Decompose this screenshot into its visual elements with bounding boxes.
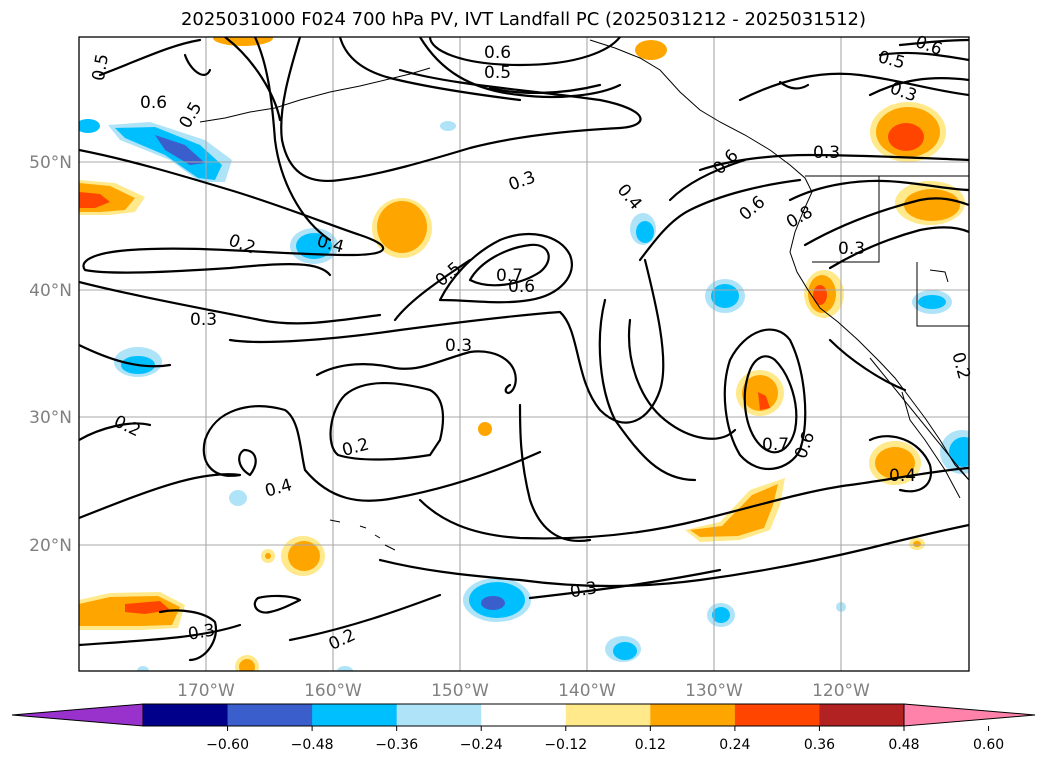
colorbar-tick-label: 0.60 [973,737,1004,753]
pv-contours [79,37,969,662]
map-title: 2025031000 F024 700 hPa PV, IVT Landfall… [180,9,867,30]
contour-label: 0.5 [484,63,511,83]
contour-label: 0.7 [496,266,523,286]
colorbar-tick-label: 0.48 [888,737,919,753]
colorbar-bin [143,704,229,726]
lat-label: 20°N [29,536,72,556]
contour-label: 0.7 [762,435,789,455]
contour-label: 0.3 [190,310,217,330]
colorbar-tick-label: −0.36 [375,737,418,753]
colorbar-bin [819,704,905,726]
colorbar-tick-label: 0.24 [719,737,750,753]
colorbar-extend-high [903,703,1036,727]
contour-label: 0.3 [445,336,472,356]
contour-label: 0.6 [508,277,535,297]
colorbar-tick-label: −0.12 [544,737,587,753]
contour-label: 0.3 [568,578,598,602]
longitude-labels: 170°W 160°W 150°W 140°W 130°W 120°W [177,681,870,701]
colorbar-extend-low [11,703,144,727]
lon-label: 140°W [558,681,616,701]
colorbar-bin [227,704,313,726]
colorbar-bin [650,704,736,726]
gridlines [79,37,969,671]
latitude-labels: 50°N 40°N 30°N 20°N [29,153,72,556]
colorbar-tick-label: 0.12 [635,737,666,753]
contour-label: 0.3 [813,143,840,163]
contour-label: 0.3 [838,239,865,259]
lon-label: 160°W [304,681,362,701]
colorbar-bin [312,704,398,726]
colorbar-tick-label: −0.60 [206,737,249,753]
colorbar-tick-label: −0.24 [460,737,503,753]
colorbar-bin [481,704,567,726]
colorbar-bin [565,704,651,726]
contour-label: 0.5 [89,52,113,82]
colorbar-bin [734,704,820,726]
contour-label: 0.3 [187,620,217,644]
contour-label: 0.6 [484,43,511,63]
contour-label: 0.4 [889,466,916,486]
lat-label: 40°N [29,281,72,301]
colorbar: −0.60 −0.48 −0.36 −0.24 −0.12 0.12 0.24 0.36 0.4… [11,703,1036,753]
colorbar-bin [396,704,482,726]
map-panel [79,37,969,671]
lon-label: 150°W [431,681,489,701]
colorbar-tick-label: 0.36 [804,737,835,753]
map-frame [78,36,970,672]
contour-label: 0.6 [140,93,167,113]
colorbar-tick-label: −0.48 [291,737,334,753]
lon-label: 130°W [685,681,743,701]
lon-label: 170°W [177,681,235,701]
lon-label: 120°W [812,681,870,701]
lat-label: 50°N [29,153,72,173]
coastlines [199,39,969,551]
lat-label: 30°N [29,408,72,428]
pv-shading [79,37,969,671]
